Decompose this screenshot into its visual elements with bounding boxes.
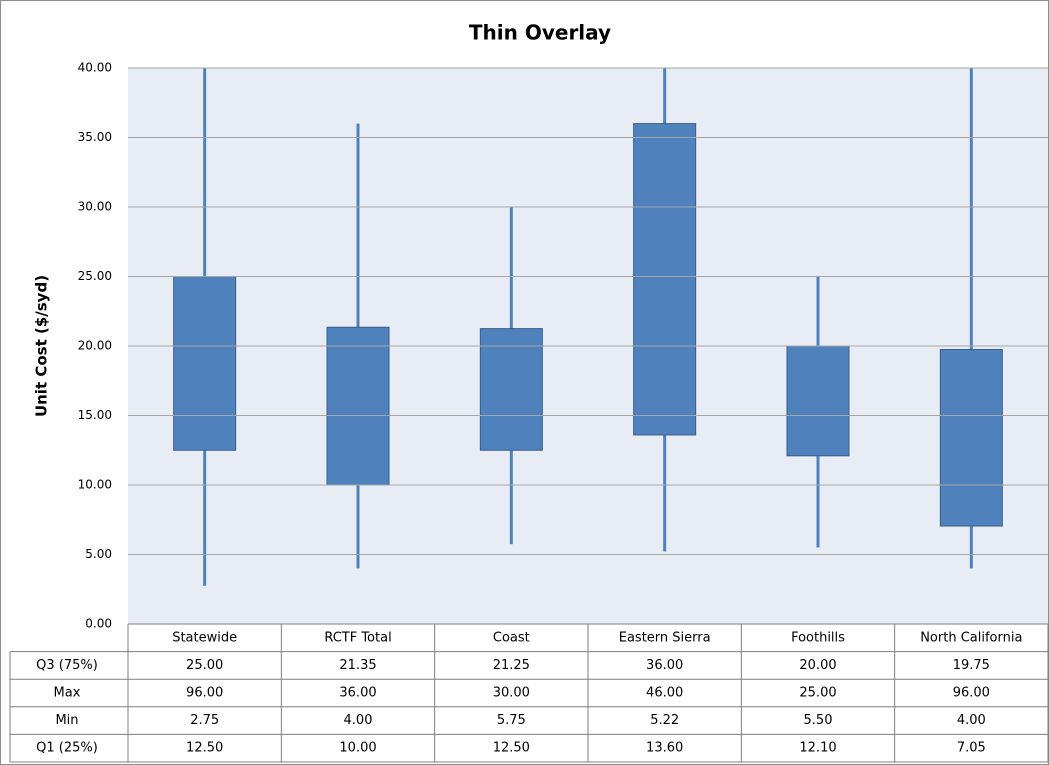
box (326, 326, 390, 486)
table-cell: 5.50 (804, 713, 833, 728)
table-cell: 21.25 (493, 658, 530, 673)
x-tick-label: Eastern Sierra (619, 630, 711, 645)
y-tick-label: 15.00 (78, 408, 112, 422)
box (633, 123, 697, 436)
table-cell: 7.05 (957, 741, 986, 756)
y-axis-label: Unit Cost ($/syd) (33, 275, 51, 417)
table-cell: 12.10 (799, 741, 836, 756)
table-cell: 21.35 (339, 658, 376, 673)
y-tick-label: 40.00 (78, 61, 112, 75)
y-tick-label: 5.00 (85, 547, 112, 561)
table-cell: 12.50 (493, 741, 530, 756)
table-cell: 5.75 (497, 713, 526, 728)
table-cell: 25.00 (799, 686, 836, 701)
y-tick-label: 30.00 (78, 200, 112, 214)
x-tick-label: Coast (493, 630, 530, 645)
table-row-label: Max (54, 686, 81, 701)
y-tick-label: 35.00 (78, 130, 112, 144)
table-cell: 4.00 (344, 713, 373, 728)
table-cell: 96.00 (186, 686, 223, 701)
table-cell: 2.75 (190, 713, 219, 728)
y-tick-label: 0.00 (85, 617, 112, 631)
box (939, 348, 1003, 527)
box (479, 328, 543, 451)
box (173, 276, 237, 451)
table-cell: 36.00 (646, 658, 683, 673)
y-tick-label: 25.00 (78, 269, 112, 283)
y-tick-label: 10.00 (78, 478, 112, 492)
y-tick-label: 20.00 (78, 339, 112, 353)
table-row-label: Min (55, 713, 78, 728)
table-cell: 30.00 (493, 686, 530, 701)
table-cell: 19.75 (953, 658, 990, 673)
table-cell: 96.00 (953, 686, 990, 701)
table-cell: 20.00 (799, 658, 836, 673)
x-tick-label: Statewide (172, 630, 237, 645)
table-cell: 5.22 (650, 713, 679, 728)
box (786, 345, 850, 457)
table-cell: 25.00 (186, 658, 223, 673)
table-cell: 36.00 (339, 686, 376, 701)
table-cell: 4.00 (957, 713, 986, 728)
table-cell: 10.00 (339, 741, 376, 756)
x-tick-label: RCTF Total (324, 630, 391, 645)
table-cell: 46.00 (646, 686, 683, 701)
table-row-label: Q1 (25%) (36, 741, 98, 756)
x-tick-label: North California (920, 630, 1022, 645)
table-cell: 13.60 (646, 741, 683, 756)
x-tick-label: Foothills (791, 630, 845, 645)
table-row-label: Q3 (75%) (36, 658, 98, 673)
table-cell: 12.50 (186, 741, 223, 756)
chart-title: Thin Overlay (469, 21, 611, 45)
